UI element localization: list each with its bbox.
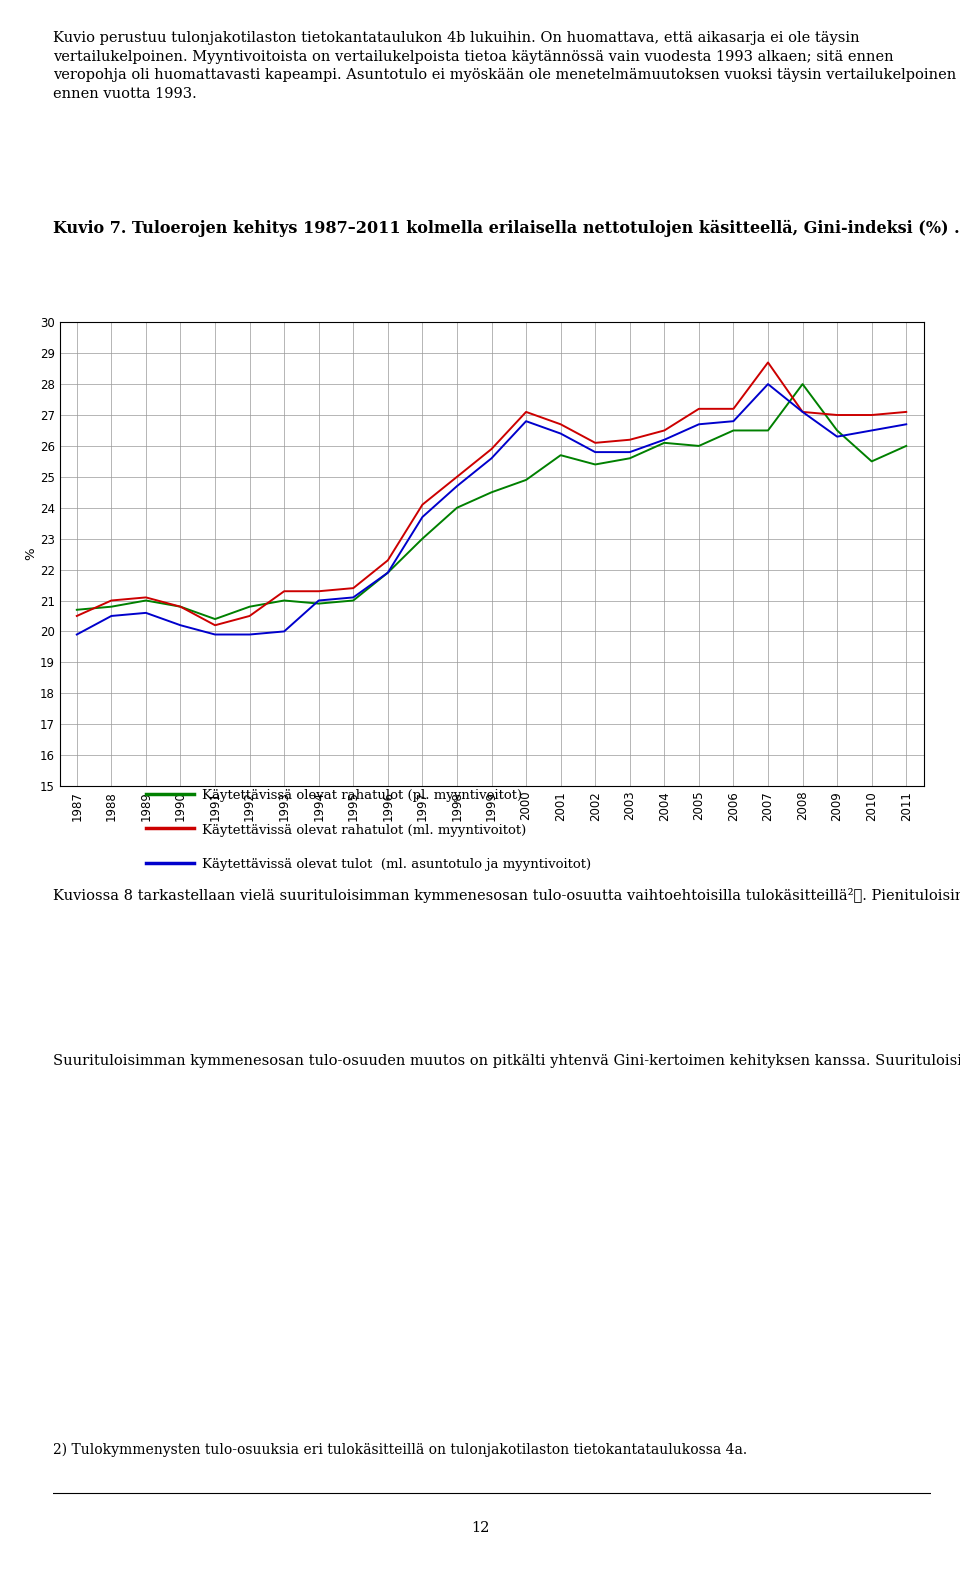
Text: Kuvio 7. Tuloerojen kehitys 1987–2011 kolmella erilaisella nettotulojen käsittee: Kuvio 7. Tuloerojen kehitys 1987–2011 ko… [53,220,959,237]
Text: Suurituloisimman kymmenesosan tulo-osuuden muutos on pitkälti yhtenvä Gini-kerto: Suurituloisimman kymmenesosan tulo-osuud… [53,1053,960,1067]
Text: Kuvio perustuu tulonjakotilaston tietokantataulukon 4b lukuihin. On huomattava, : Kuvio perustuu tulonjakotilaston tietoka… [53,31,956,101]
Text: Kuviossa 8 tarkastellaan vielä suurituloisimman kymmenesosan tulo-osuutta vaihto: Kuviossa 8 tarkastellaan vielä suuritulo… [53,888,960,904]
Text: Käytettävissä olevat rahatulot (pl. myyntivoitot): Käytettävissä olevat rahatulot (pl. myyn… [202,789,521,802]
Text: Käytettävissä olevat rahatulot (ml. myyntivoitot): Käytettävissä olevat rahatulot (ml. myyn… [202,824,526,836]
Text: 12: 12 [470,1522,490,1534]
Text: 2) Tulokymmenysten tulo-osuuksia eri tulokäsitteillä on tulonjakotilaston tietok: 2) Tulokymmenysten tulo-osuuksia eri tul… [53,1443,747,1457]
Y-axis label: %: % [24,547,36,561]
Text: Käytettävissä olevat tulot  (ml. asuntotulo ja myyntivoitot): Käytettävissä olevat tulot (ml. asuntotu… [202,858,590,871]
